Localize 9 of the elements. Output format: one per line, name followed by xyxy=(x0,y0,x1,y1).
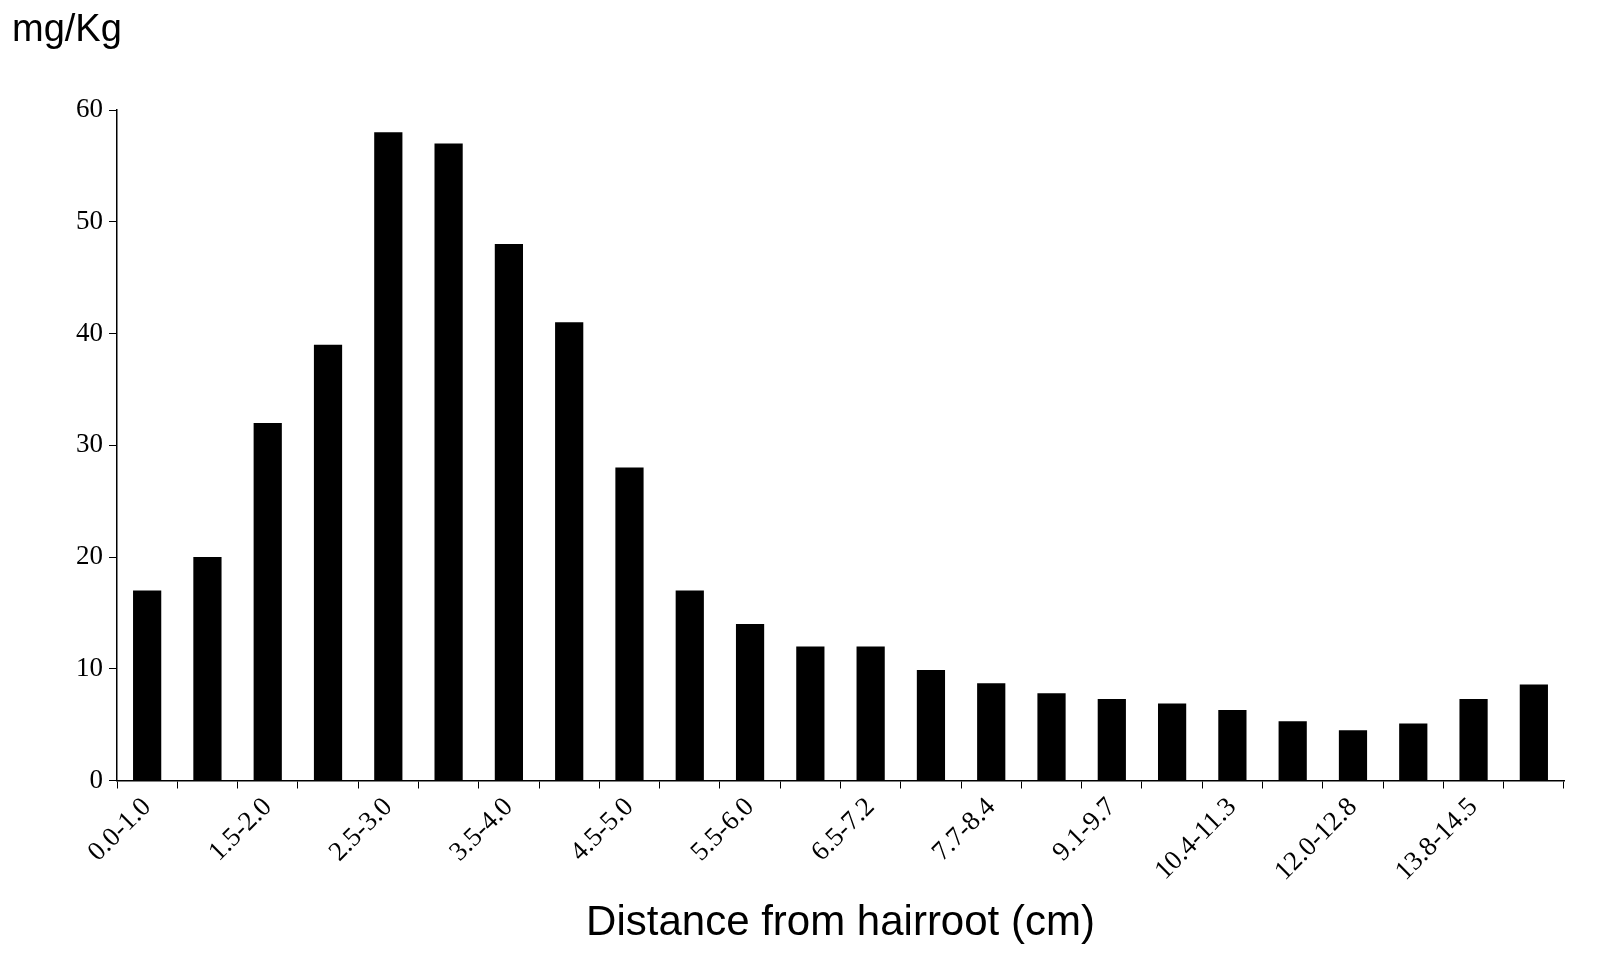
y-tick-label: 60 xyxy=(76,93,103,124)
y-tick-label: 10 xyxy=(76,651,103,682)
x-axis-title: Distance from hairroot (cm) xyxy=(586,897,1095,945)
y-tick-label: 30 xyxy=(76,428,103,459)
y-tick-label: 0 xyxy=(89,763,103,794)
y-tick-label: 40 xyxy=(76,316,103,347)
y-tick-label: 50 xyxy=(76,204,103,235)
y-tick-label: 20 xyxy=(76,540,103,571)
y-axis-title: mg/Kg xyxy=(12,7,122,50)
